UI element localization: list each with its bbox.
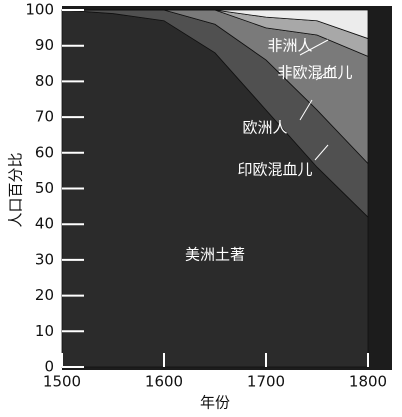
leader [299, 99, 313, 121]
y-tick-label: 100 [25, 1, 54, 19]
series-label: 印欧混血儿 [237, 161, 312, 179]
y-tick-label: 90 [35, 36, 54, 54]
leader [315, 65, 337, 81]
series-label: 非洲人 [267, 37, 312, 55]
x-tick-label: 1800 [349, 373, 387, 391]
series-label: 美洲土著 [185, 246, 245, 264]
y-tick-label: 0 [44, 358, 54, 376]
area [62, 9, 369, 40]
y-tick-label: 40 [35, 215, 54, 233]
x-tick-label: 1600 [145, 373, 183, 391]
y-tick-label: 80 [35, 72, 54, 90]
y-tick-label: 60 [35, 143, 54, 161]
series-label: 非欧混血儿 [277, 64, 352, 82]
series-label: 欧洲人 [242, 119, 287, 137]
y-tick-label: 50 [35, 179, 54, 197]
leader [299, 39, 329, 56]
y-tick-label: 10 [35, 322, 54, 340]
y-axis-label: 人口百分比 [7, 152, 25, 227]
leader [314, 144, 329, 161]
y-tick-label: 20 [35, 286, 54, 304]
x-tick-label: 1500 [43, 373, 81, 391]
x-axis-label: 年份 [200, 394, 230, 412]
y-tick-label: 30 [35, 250, 54, 268]
y-tick-label: 70 [35, 108, 54, 126]
x-tick-label: 1700 [247, 373, 285, 391]
